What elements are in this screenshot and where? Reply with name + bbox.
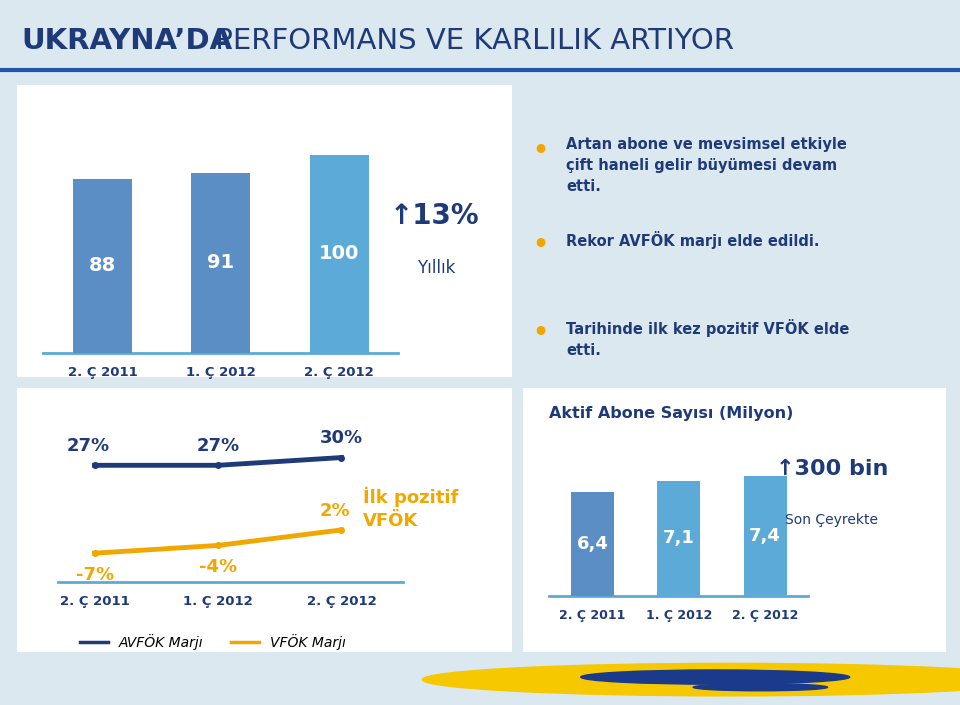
Text: 27%: 27% <box>67 437 110 455</box>
Text: TURKCELL: TURKCELL <box>782 667 932 692</box>
Text: Artan abone ve mevsimsel etkiyle
çift haneli gelir büyümesi devam
etti.: Artan abone ve mevsimsel etkiyle çift ha… <box>566 137 847 195</box>
FancyBboxPatch shape <box>5 381 524 658</box>
Text: Yıllık: Yıllık <box>417 259 455 277</box>
FancyBboxPatch shape <box>5 78 524 384</box>
Circle shape <box>581 670 850 684</box>
Text: PERFORMANS VE KARLILIK ARTIYOR: PERFORMANS VE KARLILIK ARTIYOR <box>206 27 734 55</box>
Text: 7,4: 7,4 <box>749 527 781 545</box>
Legend: AVFÖK Marjı, VFÖK Marjı: AVFÖK Marjı, VFÖK Marjı <box>75 628 351 656</box>
Bar <box>73 179 132 352</box>
Text: -7%: -7% <box>76 566 113 584</box>
Circle shape <box>422 663 960 696</box>
Text: Aktif Abone Sayısı (Milyon): Aktif Abone Sayısı (Milyon) <box>548 406 793 422</box>
Bar <box>743 476 786 596</box>
Bar <box>309 155 369 352</box>
Text: 7,1: 7,1 <box>662 529 695 547</box>
Text: ↑300 bin: ↑300 bin <box>777 459 889 479</box>
FancyBboxPatch shape <box>513 381 956 658</box>
Bar <box>657 481 700 596</box>
Text: UKRAYNA’DA: UKRAYNA’DA <box>21 27 232 55</box>
Text: Gelir (Milyon USD): Gelir (Milyon USD) <box>47 108 219 126</box>
Text: Son Çeyrekte: Son Çeyrekte <box>784 513 877 527</box>
Text: 100: 100 <box>319 245 359 263</box>
Text: •: • <box>531 231 549 260</box>
Text: ↑13%: ↑13% <box>390 202 479 230</box>
Text: 6,4: 6,4 <box>576 535 609 553</box>
Text: •: • <box>531 319 549 348</box>
Text: 2%: 2% <box>320 501 350 520</box>
Bar <box>191 173 251 352</box>
Text: •: • <box>531 137 549 166</box>
Text: Tarihinde ilk kez pozitif VFÖK elde
etti.: Tarihinde ilk kez pozitif VFÖK elde etti… <box>566 319 850 357</box>
Text: 30%: 30% <box>320 429 363 447</box>
Text: 91: 91 <box>207 253 234 272</box>
Bar <box>570 492 613 596</box>
Text: 88: 88 <box>88 256 116 275</box>
Text: İlk pozitif
VFÖK: İlk pozitif VFÖK <box>363 487 458 529</box>
Text: Rekor AVFÖK marjı elde edildi.: Rekor AVFÖK marjı elde edildi. <box>566 231 820 249</box>
Circle shape <box>693 684 828 691</box>
Text: 27%: 27% <box>197 437 240 455</box>
Text: -4%: -4% <box>199 558 237 577</box>
